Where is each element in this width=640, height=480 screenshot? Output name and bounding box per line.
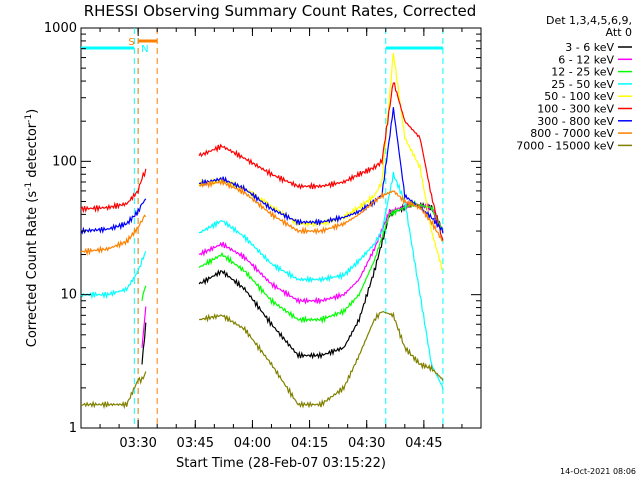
x-axis-label: Start Time (28-Feb-07 03:15:22) [176, 456, 386, 471]
y-tick-label: 1 [69, 421, 77, 436]
series-line-5 [80, 168, 147, 214]
tick-layer: 03:30 03:45 04:00 04:15 04:30 04:45 1 10 100 1000 [44, 21, 482, 451]
legend-label: 3 - 6 keV [565, 41, 614, 54]
series-line-6 [198, 107, 444, 234]
series-line-0 [198, 201, 444, 360]
plot-frame [80, 27, 482, 429]
plot-area [80, 27, 482, 429]
legend-label: 7000 - 15000 keV [516, 139, 614, 152]
legend-header-line1: Det 1,3,4,5,6,9, [546, 14, 632, 27]
series-line-1 [141, 306, 147, 348]
series-line-7 [80, 214, 147, 257]
series-line-5 [198, 82, 444, 241]
legend-label: 6 - 12 keV [558, 53, 614, 66]
x-tick-label: 04:00 [234, 436, 271, 451]
series-line-6 [80, 198, 147, 235]
y-tick-label: 10 [60, 288, 77, 303]
legend-label: 50 - 100 keV [544, 90, 614, 103]
timestamp: 14-Oct-2021 08:06 [560, 467, 636, 476]
x-tick-label: 04:45 [405, 436, 442, 451]
series-line-3 [80, 251, 147, 300]
legend-header-line2: Att 0 [606, 26, 632, 39]
series-layer [80, 52, 444, 410]
series-line-4 [198, 52, 444, 271]
legend-label: 12 - 25 keV [551, 66, 614, 79]
series-line-1 [198, 200, 444, 305]
series-line-0 [141, 322, 147, 365]
y-tick-label: 100 [52, 154, 77, 169]
legend-label: 300 - 800 keV [537, 115, 614, 128]
series-line-8 [80, 371, 147, 410]
legend-label: 25 - 50 keV [551, 78, 614, 91]
series-line-2 [198, 199, 444, 325]
x-tick-label: 04:15 [291, 436, 328, 451]
x-tick-label: 03:45 [177, 436, 214, 451]
saa-flag-label: S [128, 37, 134, 48]
series-line-2 [141, 285, 147, 301]
night-flag-label: N [141, 44, 148, 55]
legend-label: 800 - 7000 keV [530, 127, 614, 140]
series-line-3 [198, 171, 444, 390]
flag-layer: SN [81, 28, 444, 428]
legend-label: 100 - 300 keV [537, 103, 614, 116]
x-tick-label: 04:30 [348, 436, 385, 451]
y-axis-label: Corrected Count Rate (s-1 detector-1) [24, 109, 40, 347]
x-tick-label: 03:30 [119, 436, 156, 451]
series-line-8 [199, 310, 444, 409]
chart-title: RHESSI Observing Summary Count Rates, Co… [84, 2, 477, 20]
y-tick-label: 1000 [44, 21, 77, 36]
series-line-7 [198, 177, 444, 242]
